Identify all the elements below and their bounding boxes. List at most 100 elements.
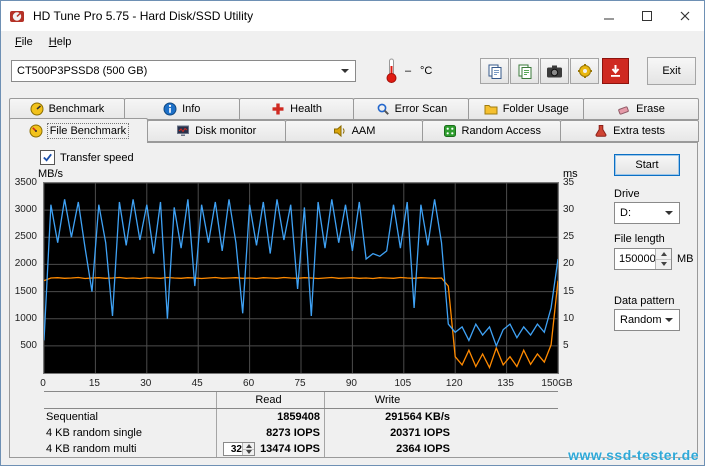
triangle-up-icon: [660, 251, 667, 256]
spin-up-button[interactable]: [243, 443, 254, 450]
maximize-icon: [642, 11, 652, 21]
table-row: 4 KB random multi 32 13474 IOPS 2364 IOP…: [44, 441, 558, 457]
tab-erase[interactable]: Erase: [583, 98, 699, 120]
tab-label: AAM: [351, 125, 376, 137]
device-selector[interactable]: CT500P3PSSD8 (500 GB): [11, 60, 356, 82]
info-icon: [163, 102, 177, 116]
temperature-unit: °C: [420, 65, 433, 77]
device-selector-value: CT500P3PSSD8 (500 GB): [17, 65, 148, 77]
random-multi-write-value: 2364 IOPS: [324, 441, 454, 457]
row-label: 4 KB random single: [46, 427, 142, 439]
read-column-header: Read: [216, 392, 324, 408]
spin-down-button[interactable]: [243, 449, 254, 455]
copy-text-button[interactable]: [510, 58, 539, 84]
thread-count-stepper[interactable]: 32: [223, 442, 255, 456]
erase-icon: [617, 102, 631, 116]
table-row: Sequential 1859408 291564 KB/s: [44, 409, 558, 425]
thermometer-icon: [386, 58, 397, 83]
chevron-down-icon: [665, 318, 673, 322]
disk-monitor-icon: [176, 124, 190, 138]
triangle-down-icon: [660, 262, 667, 267]
tab-random-access[interactable]: Random Access: [422, 120, 562, 142]
tab-label: Disk monitor: [195, 125, 257, 137]
data-pattern-select[interactable]: Random: [614, 309, 680, 331]
drive-select-value: D:: [620, 207, 631, 219]
error-scan-icon: [376, 102, 390, 116]
row-label: 4 KB random multi: [46, 443, 137, 455]
results-table: Read Write Sequential 1859408 291564 KB/…: [44, 391, 558, 457]
tab-health[interactable]: Health: [238, 98, 355, 120]
tab-error-scan[interactable]: Error Scan: [353, 98, 470, 120]
y-axis-right-unit: ms: [563, 168, 578, 180]
menu-file[interactable]: File: [15, 36, 33, 48]
benchmark-icon: [30, 102, 44, 116]
menu-help[interactable]: Help: [48, 36, 72, 48]
close-icon: [680, 11, 690, 21]
row-label: Sequential: [46, 411, 98, 423]
data-pattern-value: Random: [620, 314, 662, 326]
close-button[interactable]: [666, 1, 704, 31]
download-button[interactable]: [602, 58, 629, 84]
options-button[interactable]: [570, 58, 599, 84]
benchmark-chart: [43, 182, 559, 374]
tab-info[interactable]: Info: [123, 98, 240, 120]
chevron-down-icon: [665, 211, 673, 215]
tab-label: Benchmark: [48, 103, 105, 115]
copy-icon: [488, 64, 501, 79]
tab-benchmark[interactable]: Benchmark: [9, 98, 125, 120]
temperature-value: –: [405, 65, 412, 77]
tab-label: File Benchmark: [46, 123, 130, 139]
aam-icon: [333, 124, 347, 138]
minimize-button[interactable]: [590, 1, 628, 31]
y-axis-left-ticks: 3500 3000 2500 2000 1500 1000 500: [14, 177, 37, 351]
exit-button[interactable]: Exit: [647, 57, 696, 85]
random-single-read-value: 8273 IOPS: [216, 425, 324, 441]
sequential-write-value: 291564 KB/s: [324, 409, 454, 425]
transfer-speed-label: Transfer speed: [60, 151, 134, 164]
tab-extra-tests[interactable]: Extra tests: [560, 120, 699, 142]
random-access-icon: [443, 124, 457, 138]
tab-file-benchmark[interactable]: File Benchmark: [9, 118, 148, 143]
watermark: www.ssd-tester.de: [568, 447, 699, 463]
y-axis-left-unit: MB/s: [38, 168, 64, 180]
folder-usage-icon: [484, 102, 498, 116]
spin-up-button[interactable]: [656, 249, 671, 260]
exit-button-label: Exit: [662, 65, 681, 77]
file-length-stepper[interactable]: 150000: [614, 248, 672, 270]
copy-screenshot-button[interactable]: [480, 58, 509, 84]
tab-aam[interactable]: AAM: [284, 120, 424, 142]
maximize-button[interactable]: [628, 1, 666, 31]
tab-row-1: Benchmark Info Health Error Scan Folder …: [9, 98, 699, 120]
triangle-up-icon: [245, 443, 252, 448]
tab-label: Erase: [636, 103, 665, 115]
chart-plot-area: [44, 183, 558, 373]
random-multi-read-cell: 32 13474 IOPS: [216, 441, 324, 457]
file-length-label: File length: [614, 233, 665, 245]
app-icon: [10, 11, 24, 22]
health-icon: [271, 102, 285, 116]
file-benchmark-icon: [29, 124, 43, 138]
file-benchmark-panel: Transfer speed MB/s ms 3500 3000 2500 2000 1…: [9, 142, 698, 458]
chevron-down-icon: [341, 69, 349, 73]
screenshot-button[interactable]: [540, 58, 569, 84]
file-length-unit: MB: [677, 253, 694, 265]
transfer-speed-checkbox[interactable]: [40, 150, 55, 165]
start-button[interactable]: Start: [614, 154, 680, 176]
table-row: 4 KB random single 8273 IOPS 20371 IOPS: [44, 425, 558, 441]
tab-label: Random Access: [461, 125, 542, 137]
drive-select[interactable]: D:: [614, 202, 680, 224]
file-length-value: 150000: [619, 253, 655, 265]
spin-down-button[interactable]: [656, 259, 671, 269]
tab-folder-usage[interactable]: Folder Usage: [468, 98, 585, 120]
tab-label: Extra tests: [613, 125, 666, 137]
minimize-icon: [604, 18, 614, 20]
extra-tests-icon: [594, 124, 608, 138]
start-button-label: Start: [635, 159, 659, 171]
data-pattern-label: Data pattern: [614, 295, 675, 307]
write-column-header: Write: [324, 392, 454, 408]
thread-count-value: 32: [230, 444, 242, 455]
tab-disk-monitor[interactable]: Disk monitor: [146, 120, 286, 142]
random-single-write-value: 20371 IOPS: [324, 425, 454, 441]
tab-label: Error Scan: [394, 103, 448, 115]
